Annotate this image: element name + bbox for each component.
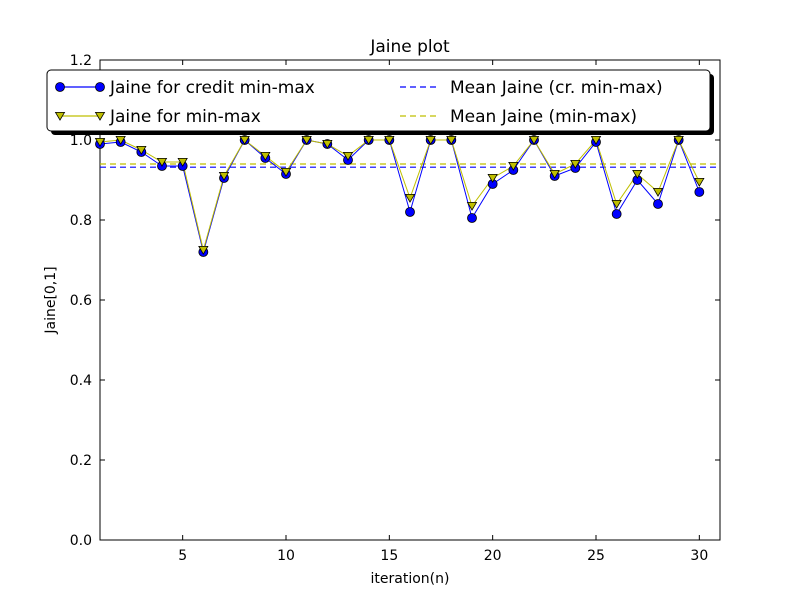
- x-tick-label: 5: [178, 548, 187, 564]
- data-point-triangle: [156, 157, 168, 167]
- data-point-triangle: [363, 135, 374, 145]
- legend-label: Mean Jaine (min-max): [450, 107, 637, 127]
- y-axis-label: Jaine[0,1]: [43, 266, 59, 334]
- data-point-circle: [694, 187, 705, 197]
- data-point-triangle: [549, 169, 560, 179]
- y-tick-label: 1.0: [70, 133, 92, 149]
- data-point-triangle: [673, 135, 684, 145]
- y-tick-label: 0.2: [70, 453, 92, 469]
- x-tick-label: 30: [690, 548, 708, 564]
- y-tick-label: 0.4: [70, 373, 92, 389]
- data-point-circle: [467, 213, 477, 223]
- series-line: [99, 138, 700, 251]
- y-tick-label: 1.2: [70, 53, 92, 69]
- legend-label: Jaine for credit min-max: [109, 78, 315, 98]
- data-point-triangle: [136, 145, 147, 155]
- data-point-triangle: [487, 173, 498, 183]
- x-tick-label: 10: [277, 548, 295, 564]
- legend-marker: [94, 112, 106, 121]
- y-tick-label: 0.6: [70, 293, 92, 309]
- data-point-triangle: [466, 201, 478, 211]
- data-point-triangle: [115, 135, 126, 145]
- legend-box: [46, 69, 711, 132]
- data-point-triangle: [528, 135, 540, 145]
- chart-title: Jaine plot: [369, 37, 450, 57]
- data-point-triangle: [218, 171, 230, 181]
- data-point-triangle: [404, 193, 416, 203]
- data-point-triangle: [694, 177, 705, 187]
- data-point-triangle: [342, 151, 354, 161]
- data-point-triangle: [632, 169, 643, 179]
- plot-area: 5 10 15 20 25 30 0.0 0.2 0.4 0.6 0.8 1.0 1.2: [70, 53, 721, 564]
- data-point-triangle: [425, 135, 436, 145]
- data-point-triangle: [177, 157, 188, 167]
- data-point-triangle: [590, 135, 602, 145]
- data-point-triangle: [260, 151, 271, 161]
- data-point-triangle: [446, 135, 457, 145]
- data-point-triangle: [198, 245, 209, 255]
- legend-marker: [54, 112, 66, 121]
- data-point-triangle: [94, 137, 106, 147]
- x-tick-label: 20: [484, 548, 502, 564]
- data-point-circle: [653, 199, 663, 209]
- legend-marker: [55, 82, 65, 92]
- data-point-triangle: [508, 161, 519, 171]
- data-point-triangle: [322, 139, 333, 149]
- x-tick-label: 25: [587, 548, 605, 564]
- x-tick-label: 15: [380, 548, 398, 564]
- legend-marker: [95, 82, 105, 92]
- legend-label: Jaine for min-max: [109, 107, 261, 127]
- y-tick-label: 0.0: [70, 533, 92, 549]
- data-point-triangle: [280, 167, 292, 177]
- series-line: [99, 138, 700, 254]
- data-point-circle: [611, 209, 622, 219]
- data-point-triangle: [384, 135, 395, 145]
- data-point-triangle: [239, 135, 250, 145]
- data-point-triangle: [301, 135, 312, 145]
- y-tick-label: 0.8: [70, 213, 92, 229]
- data-point-triangle: [652, 187, 664, 197]
- data-point-circle: [405, 207, 415, 217]
- legend: Jaine for credit min-max Jaine for min-ma…: [46, 69, 714, 135]
- x-axis-label: iteration(n): [371, 571, 450, 587]
- data-point-triangle: [570, 159, 581, 169]
- data-point-triangle: [611, 199, 622, 209]
- legend-label: Mean Jaine (cr. min-max): [450, 78, 663, 98]
